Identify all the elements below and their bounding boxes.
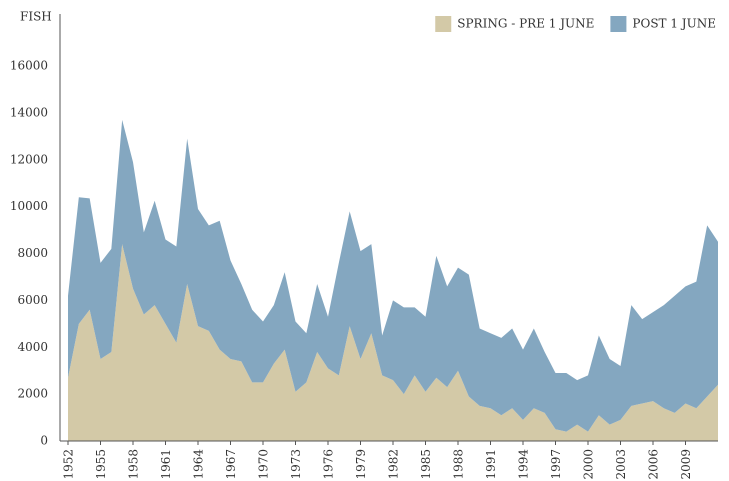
x-tick-label: 1979: [354, 449, 368, 480]
x-tick-label: 1994: [517, 449, 531, 480]
y-tick-label: 10000: [10, 199, 48, 213]
y-tick-label: 16000: [10, 59, 48, 73]
y-tick-label: 8000: [17, 246, 48, 260]
legend-label: SPRING - PRE 1 JUNE: [457, 17, 594, 31]
legend-label: POST 1 JUNE: [632, 17, 716, 31]
x-tick-label: 1961: [159, 449, 173, 480]
x-tick-label: 1988: [452, 449, 466, 480]
area: [68, 244, 718, 441]
x-tick-label: 1967: [224, 449, 238, 480]
x-tick-label: 1997: [549, 449, 563, 480]
y-tick-label: 6000: [17, 293, 48, 307]
y-tick-label: 14000: [10, 105, 48, 119]
x-tick-label: 2003: [614, 449, 628, 480]
legend-swatch: [435, 16, 452, 32]
x-tick-label: 2009: [679, 449, 693, 480]
x-tick-label: 1976: [322, 449, 336, 480]
area: [68, 119, 718, 432]
y-tick-label: 2000: [17, 387, 48, 401]
x-tick-label: 1952: [62, 449, 76, 480]
x-tick-label: 2006: [647, 449, 661, 480]
x-tick-label: 1964: [192, 449, 206, 480]
y-tick-label: 4000: [17, 340, 48, 354]
x-tick-label: 1982: [387, 449, 401, 480]
y-tick-label: 0: [40, 434, 48, 448]
x-tick-label: 1985: [419, 449, 433, 480]
y-tick-label: 12000: [10, 152, 48, 166]
x-tick-label: 1958: [127, 449, 141, 480]
x-tick-label: 1973: [289, 449, 303, 480]
y-axis-label: FISH: [20, 10, 52, 24]
x-tick-label: 1970: [257, 449, 271, 480]
x-tick-label: 2000: [582, 449, 596, 480]
x-tick-label: 1991: [484, 449, 498, 480]
legend-swatch: [610, 16, 627, 32]
x-tick-label: 1955: [94, 449, 108, 480]
